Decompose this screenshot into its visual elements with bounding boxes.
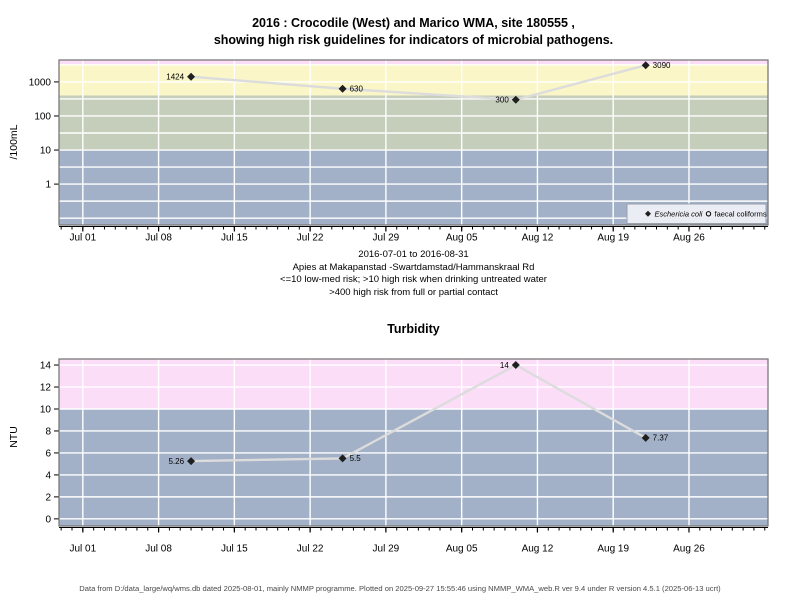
legend: Eschericia coli faecal coliforms <box>626 203 767 224</box>
data-point-label: 7.37 <box>653 434 669 443</box>
x-tick-label: Aug 26 <box>673 233 705 244</box>
data-point-label: 630 <box>350 85 364 94</box>
legend-box <box>626 203 767 224</box>
data-point <box>511 95 520 104</box>
x-axis: Jul 01 Jul 08 Jul 15 Jul 22 Jul 29 Aug 05 Aug … <box>59 527 768 555</box>
y-tick-label: 1 <box>45 180 51 191</box>
x-tick-label: Jul 15 <box>221 233 248 244</box>
chart-caption: 2016-07-01 to 2016-08-31 Apies at Makapa… <box>59 249 768 300</box>
caption-site-name: Apies at Makapanstad -Swartdamstad/Hamma… <box>292 261 535 273</box>
y-axis: 1000 100 10 1 <box>29 77 59 191</box>
panel-border <box>58 358 769 527</box>
x-tick-label: Jul 01 <box>69 544 96 555</box>
data-point <box>641 61 650 70</box>
turbidity-title: Turbidity <box>387 322 440 336</box>
x-tick-label: Jul 22 <box>297 544 324 555</box>
x-tick-label: Jul 01 <box>69 233 96 244</box>
x-tick-label: Aug 19 <box>597 544 629 555</box>
x-tick-label: Aug 12 <box>522 233 554 244</box>
x-tick-label: Aug 05 <box>446 233 478 244</box>
x-tick-label: Aug 05 <box>446 544 478 555</box>
risk-band <box>59 359 768 409</box>
x-tick-label: Jul 08 <box>145 233 172 244</box>
data-point <box>511 361 520 370</box>
legend-open-circle-icon <box>705 211 712 217</box>
data-point <box>641 433 650 442</box>
data-point <box>338 454 347 463</box>
y-tick-label: 14 <box>40 361 52 372</box>
data-point <box>338 84 347 93</box>
data-point-label: 14 <box>500 361 509 370</box>
legend-label: faecal coliforms <box>715 209 767 218</box>
y-tick-label: 0 <box>45 514 51 525</box>
data-point-label: 5.26 <box>168 457 184 466</box>
x-tick-label: Jul 29 <box>373 233 400 244</box>
risk-band <box>59 60 768 65</box>
x-tick-label: Jul 15 <box>221 544 248 555</box>
caption-date-range: 2016-07-01 to 2016-08-31 <box>358 249 469 260</box>
x-tick-label: Jul 08 <box>145 544 172 555</box>
x-tick-label: Jul 29 <box>373 544 400 555</box>
x-axis: Jul 01 Jul 08 Jul 15 Jul 22 Jul 29 Aug 05 Aug … <box>59 226 768 244</box>
y-tick-label: 1000 <box>29 77 52 88</box>
series-line <box>191 363 647 463</box>
series-line <box>190 64 646 101</box>
data-point-label: 300 <box>495 96 509 105</box>
risk-band <box>59 408 768 526</box>
y-tick-label: 10 <box>40 404 52 415</box>
y-tick-label: 8 <box>45 426 51 437</box>
x-tick-label: Aug 26 <box>673 544 705 555</box>
data-point <box>187 72 196 81</box>
panel-border <box>58 59 769 226</box>
legend-filled-diamond-icon <box>645 210 651 217</box>
y-tick-label: 2 <box>45 492 51 503</box>
y-tick-label: 4 <box>45 470 51 481</box>
footer-note: Data from D:/data_large/wq/wms.db dated … <box>79 584 721 593</box>
x-tick-label: Aug 12 <box>522 544 554 555</box>
y-tick-label: 100 <box>34 111 51 122</box>
data-point-label: 3090 <box>653 61 671 70</box>
gridlines <box>59 60 768 225</box>
main-title: 2016 : Crocodile (West) and Marico WMA, … <box>59 15 768 49</box>
caption-risk-line-1: <=10 low-med risk; >10 high risk when dr… <box>280 274 547 286</box>
main-title-line2: showing high risk guidelines for indicat… <box>213 33 614 47</box>
x-tick-label: Aug 19 <box>597 233 629 244</box>
y-tick-label: 6 <box>45 448 51 459</box>
data-point-label: 5.5 <box>350 454 362 463</box>
risk-band <box>59 95 768 151</box>
x-tick-label: Jul 22 <box>297 233 324 244</box>
data-point <box>187 457 196 466</box>
caption-risk-line-2: >400 high risk from full or partial cont… <box>329 287 498 299</box>
y-axis: 0 2 4 6 8 10 12 14 <box>40 361 59 525</box>
y-tick-label: 10 <box>40 146 52 157</box>
main-title-line1: 2016 : Crocodile (West) and Marico WMA, … <box>252 16 575 30</box>
risk-band <box>59 64 768 96</box>
y-tick-label: 12 <box>40 383 52 394</box>
legend-label: Eschericia coli <box>655 209 703 218</box>
data-point-label: 1424 <box>166 72 184 81</box>
gridlines <box>59 359 768 526</box>
